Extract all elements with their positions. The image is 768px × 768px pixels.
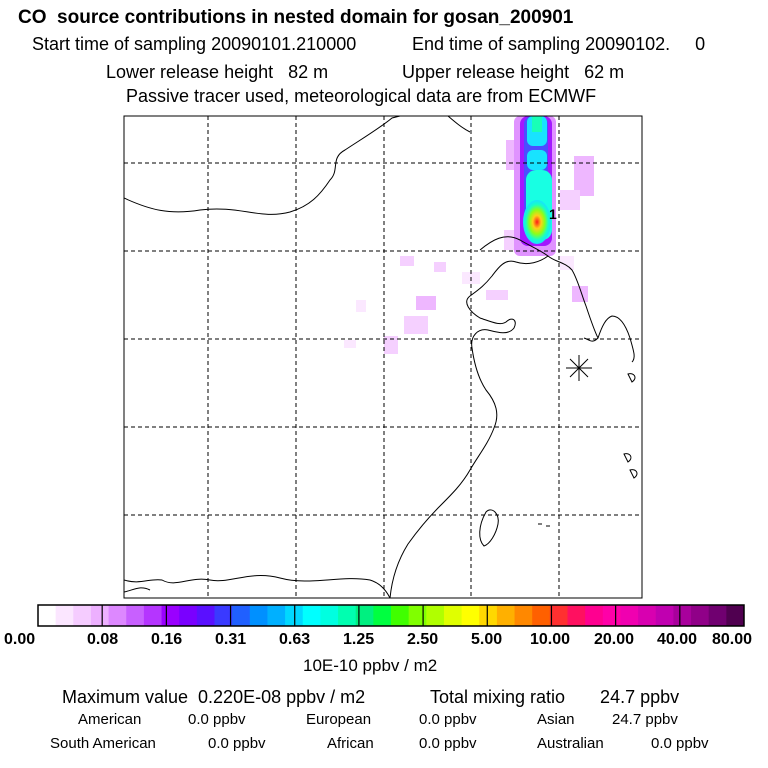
receptor-star-icon bbox=[566, 355, 592, 381]
map-frame bbox=[123, 115, 643, 599]
end-time-text: End time of sampling 20090102. 0 bbox=[412, 34, 706, 54]
colorbar-tick: 2.50 bbox=[407, 631, 439, 648]
european-label: European bbox=[306, 711, 372, 728]
map-panel: 1 bbox=[123, 115, 643, 599]
lower-release-text: Lower release height 82 m bbox=[106, 62, 329, 82]
colorbar-tick: 80.00 bbox=[712, 631, 753, 648]
american-value: 0.0 ppbv bbox=[188, 711, 246, 728]
colorbar-tick: 0.08 bbox=[87, 631, 119, 648]
african-value: 0.0 ppbv bbox=[419, 735, 477, 752]
colorbar-tick: 1.25 bbox=[343, 631, 375, 648]
graticule bbox=[124, 116, 642, 598]
asian-label: Asian bbox=[537, 711, 575, 728]
asian-value: 24.7 ppbv bbox=[612, 711, 678, 728]
colorbar-tick: 0.31 bbox=[215, 631, 247, 648]
plot-title: CO source contributions in nested domain… bbox=[18, 7, 574, 28]
coastlines bbox=[124, 116, 638, 598]
colorbar-tick: 0.00 bbox=[4, 631, 36, 648]
colorbar-tick: 0.16 bbox=[151, 631, 183, 648]
colorbar-unit: 10E-10 ppbv / m2 bbox=[303, 656, 438, 675]
upper-release-text: Upper release height 62 m bbox=[402, 62, 625, 82]
african-label: African bbox=[327, 735, 374, 752]
colorbar-tick: 5.00 bbox=[471, 631, 503, 648]
receptor-label: 1 bbox=[549, 206, 557, 222]
colorbar-tick: 20.00 bbox=[594, 631, 635, 648]
american-label: American bbox=[78, 711, 142, 728]
total-mixing-ratio-text: Total mixing ratio 24.7 ppbv bbox=[430, 687, 680, 707]
colorbar-tick: 0.63 bbox=[279, 631, 311, 648]
tracer-note-text: Passive tracer used, meteorological data… bbox=[126, 86, 597, 106]
maximum-value-text: Maximum value 0.220E-08 ppbv / m2 bbox=[62, 687, 366, 707]
south-american-label: South American bbox=[50, 735, 156, 752]
australian-label: Australian bbox=[537, 735, 604, 752]
australian-value: 0.0 ppbv bbox=[651, 735, 709, 752]
start-time-text: Start time of sampling 20090101.210000 bbox=[32, 34, 357, 54]
south-american-value: 0.0 ppbv bbox=[208, 735, 266, 752]
colorbar-tick: 10.00 bbox=[530, 631, 571, 648]
concentration-field bbox=[344, 116, 594, 354]
colorbar-tick: 40.00 bbox=[657, 631, 698, 648]
european-value: 0.0 ppbv bbox=[419, 711, 477, 728]
